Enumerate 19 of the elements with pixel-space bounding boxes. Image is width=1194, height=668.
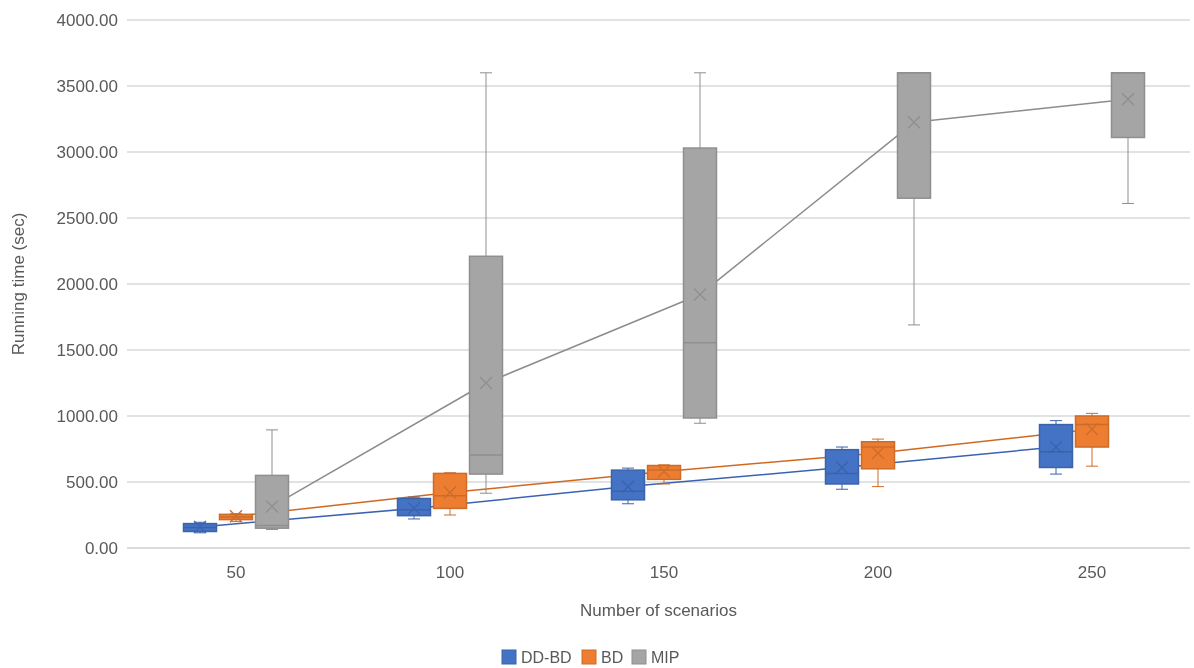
x-tick-label: 250 [1077,563,1107,582]
y-tick-label: 3500.00 [56,76,118,96]
legend-label: MIP [651,648,680,666]
y-tick-label: 2000.00 [56,274,118,294]
legend-label: BD [601,648,624,666]
y-axis-title: Running time (sec) [9,212,28,356]
x-axis-title: Number of scenarios [580,601,737,620]
x-tick-label: 100 [435,563,465,582]
x-tick-label: 50 [226,563,246,582]
y-tick-label: 4000.00 [56,10,118,30]
x-tick-label: 200 [863,563,893,582]
legend-label: DD-BD [521,648,572,666]
y-tick-label: 3000.00 [56,142,118,162]
y-tick-label: 1000.00 [56,406,118,426]
y-tick-label: 500.00 [66,472,118,492]
x-tick-label: 150 [649,563,679,582]
y-tick-label: 2500.00 [56,208,118,228]
y-tick-label: 0.00 [84,538,118,558]
y-tick-label: 1500.00 [56,340,118,360]
